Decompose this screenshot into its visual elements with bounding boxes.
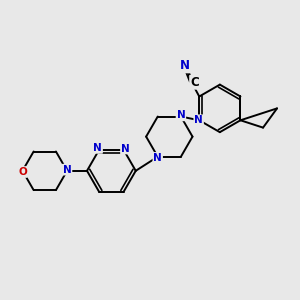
Text: N: N	[121, 143, 130, 154]
Text: N: N	[194, 115, 203, 125]
Text: N: N	[93, 143, 102, 153]
Text: N: N	[176, 110, 185, 120]
Text: N: N	[153, 153, 162, 163]
Text: N: N	[63, 165, 71, 175]
Text: N: N	[180, 59, 190, 72]
Text: C: C	[190, 76, 199, 89]
Text: O: O	[18, 167, 27, 177]
